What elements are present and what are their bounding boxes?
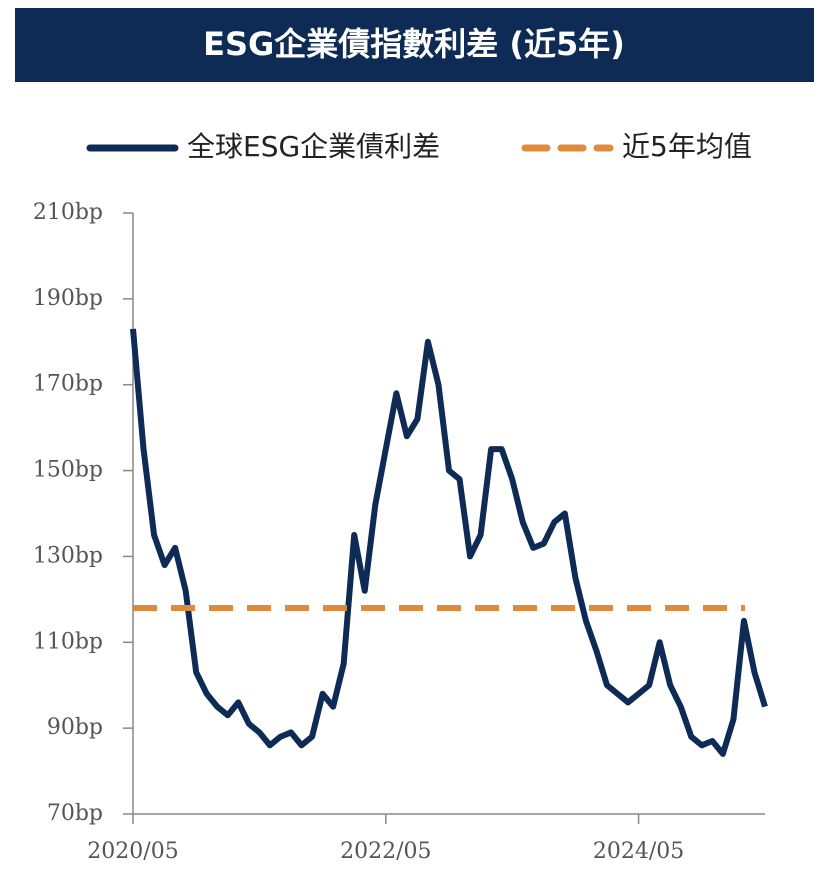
y-tick-label: 190bp	[33, 286, 103, 311]
title-banner	[15, 8, 814, 82]
y-tick-label: 150bp	[33, 458, 103, 483]
y-tick-label: 130bp	[33, 543, 103, 568]
x-tick-label: 2022/05	[340, 839, 431, 864]
legend-label: 近5年均值	[622, 130, 752, 163]
chart-title: ESG企業債指數利差 (近5年)	[203, 25, 625, 63]
y-tick-label: 210bp	[33, 200, 103, 225]
y-tick-label: 70bp	[47, 801, 103, 826]
x-tick-label: 2020/05	[87, 839, 178, 864]
legend-label: 全球ESG企業債利差	[187, 130, 440, 163]
y-tick-label: 90bp	[47, 715, 103, 740]
y-tick-label: 170bp	[33, 372, 103, 397]
y-tick-label: 110bp	[33, 629, 103, 654]
x-tick-label: 2024/05	[593, 839, 684, 864]
data-line	[130, 328, 768, 757]
